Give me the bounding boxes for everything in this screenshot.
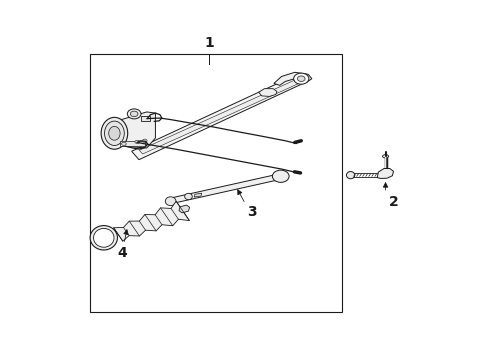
- Ellipse shape: [185, 193, 192, 200]
- Polygon shape: [118, 112, 155, 148]
- Polygon shape: [139, 77, 304, 154]
- Polygon shape: [132, 74, 306, 160]
- Circle shape: [122, 142, 126, 145]
- Circle shape: [143, 139, 147, 143]
- Text: 4: 4: [118, 246, 127, 260]
- Circle shape: [130, 111, 138, 117]
- Circle shape: [127, 109, 141, 119]
- Polygon shape: [114, 201, 190, 241]
- Bar: [141, 116, 150, 121]
- Circle shape: [272, 170, 289, 183]
- Text: 3: 3: [247, 205, 257, 219]
- Ellipse shape: [346, 172, 355, 179]
- Polygon shape: [274, 72, 312, 85]
- Bar: [90, 54, 343, 312]
- Ellipse shape: [90, 226, 118, 250]
- Bar: [120, 141, 145, 146]
- Polygon shape: [179, 205, 190, 213]
- Circle shape: [297, 76, 305, 81]
- Ellipse shape: [101, 117, 128, 149]
- Circle shape: [294, 73, 309, 84]
- Ellipse shape: [109, 126, 120, 140]
- Ellipse shape: [94, 228, 114, 247]
- Polygon shape: [377, 168, 393, 179]
- Text: 2: 2: [389, 194, 398, 208]
- Polygon shape: [259, 89, 277, 96]
- Text: 1: 1: [204, 36, 214, 50]
- Ellipse shape: [104, 121, 124, 145]
- Ellipse shape: [165, 197, 176, 206]
- Ellipse shape: [383, 155, 389, 158]
- Polygon shape: [194, 193, 202, 197]
- Circle shape: [135, 140, 140, 144]
- Polygon shape: [169, 174, 283, 204]
